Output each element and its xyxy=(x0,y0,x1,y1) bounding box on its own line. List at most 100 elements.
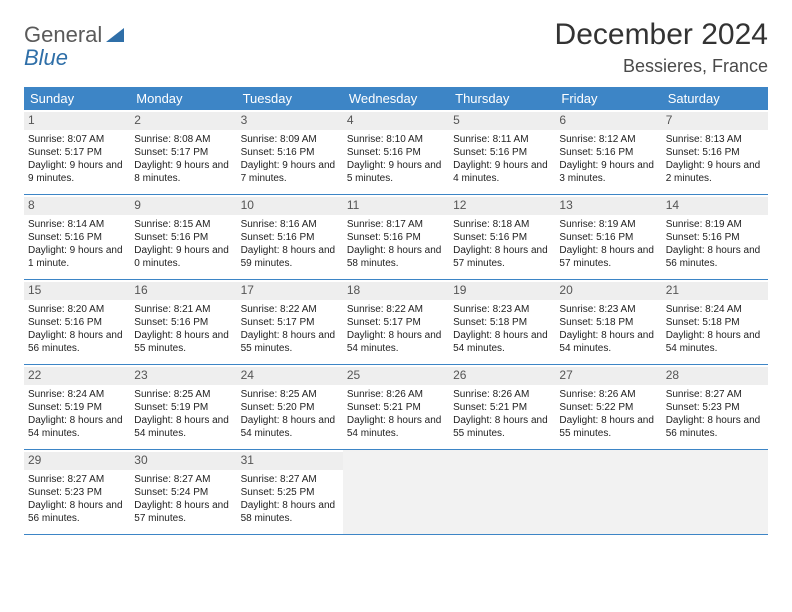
sunset-line: Sunset: 5:16 PM xyxy=(666,231,764,244)
sunrise-line: Sunrise: 8:12 AM xyxy=(559,133,657,146)
dow-cell: Thursday xyxy=(449,87,555,110)
day-number: 15 xyxy=(24,282,130,300)
sunrise-line: Sunrise: 8:08 AM xyxy=(134,133,232,146)
day-number: 22 xyxy=(24,367,130,385)
day-number: 31 xyxy=(237,452,343,470)
sunrise-line: Sunrise: 8:15 AM xyxy=(134,218,232,231)
day-cell: 26Sunrise: 8:26 AMSunset: 5:21 PMDayligh… xyxy=(449,365,555,449)
day-body: Sunrise: 8:25 AMSunset: 5:20 PMDaylight:… xyxy=(241,388,339,440)
day-cell: 8Sunrise: 8:14 AMSunset: 5:16 PMDaylight… xyxy=(24,195,130,279)
day-number: 13 xyxy=(555,197,661,215)
day-body: Sunrise: 8:13 AMSunset: 5:16 PMDaylight:… xyxy=(666,133,764,185)
day-body: Sunrise: 8:24 AMSunset: 5:19 PMDaylight:… xyxy=(28,388,126,440)
day-cell: 2 Sunrise: 8:08 AMSunset: 5:17 PMDaylight… xyxy=(130,110,236,194)
sunset-line: Sunset: 5:17 PM xyxy=(28,146,126,159)
day-cell-blank xyxy=(662,450,768,534)
daylight-line: Daylight: 9 hours and 3 minutes. xyxy=(559,159,657,185)
day-body: Sunrise: 8:26 AMSunset: 5:22 PMDaylight:… xyxy=(559,388,657,440)
day-body: Sunrise: 8:09 AMSunset: 5:16 PMDaylight:… xyxy=(241,133,339,185)
week-row: 8Sunrise: 8:14 AMSunset: 5:16 PMDaylight… xyxy=(24,195,768,280)
daylight-line: Daylight: 8 hours and 57 minutes. xyxy=(134,499,232,525)
day-number: 29 xyxy=(24,452,130,470)
daylight-line: Daylight: 9 hours and 0 minutes. xyxy=(134,244,232,270)
sunset-line: Sunset: 5:16 PM xyxy=(559,146,657,159)
sunrise-line: Sunrise: 8:23 AM xyxy=(559,303,657,316)
sunset-line: Sunset: 5:16 PM xyxy=(134,316,232,329)
day-body: Sunrise: 8:15 AMSunset: 5:16 PMDaylight:… xyxy=(134,218,232,270)
daylight-line: Daylight: 8 hours and 59 minutes. xyxy=(241,244,339,270)
day-number: 11 xyxy=(343,197,449,215)
logo: General Blue xyxy=(24,18,124,70)
daylight-line: Daylight: 8 hours and 56 minutes. xyxy=(666,414,764,440)
daylight-line: Daylight: 8 hours and 54 minutes. xyxy=(666,329,764,355)
day-cell: 20 Sunrise: 8:23 AMSunset: 5:18 PMDayligh… xyxy=(555,280,661,364)
day-body: Sunrise: 8:11 AMSunset: 5:16 PMDaylight:… xyxy=(453,133,551,185)
day-body: Sunrise: 8:23 AMSunset: 5:18 PMDaylight:… xyxy=(559,303,657,355)
sunset-line: Sunset: 5:18 PM xyxy=(453,316,551,329)
sunrise-line: Sunrise: 8:24 AM xyxy=(666,303,764,316)
sunset-line: Sunset: 5:16 PM xyxy=(28,231,126,244)
day-cell: 16Sunrise: 8:21 AMSunset: 5:16 PMDayligh… xyxy=(130,280,236,364)
day-number: 23 xyxy=(130,367,236,385)
day-cell: 28Sunrise: 8:27 AMSunset: 5:23 PMDayligh… xyxy=(662,365,768,449)
sunset-line: Sunset: 5:23 PM xyxy=(666,401,764,414)
week-row: 22 Sunrise: 8:24 AMSunset: 5:19 PMDayligh… xyxy=(24,365,768,450)
day-number: 2 xyxy=(130,112,236,130)
day-cell: 30Sunrise: 8:27 AMSunset: 5:24 PMDayligh… xyxy=(130,450,236,534)
daylight-line: Daylight: 8 hours and 57 minutes. xyxy=(453,244,551,270)
daylight-line: Daylight: 8 hours and 54 minutes. xyxy=(453,329,551,355)
sunrise-line: Sunrise: 8:13 AM xyxy=(666,133,764,146)
daylight-line: Daylight: 8 hours and 54 minutes. xyxy=(28,414,126,440)
day-body: Sunrise: 8:27 AMSunset: 5:24 PMDaylight:… xyxy=(134,473,232,525)
day-body: Sunrise: 8:18 AMSunset: 5:16 PMDaylight:… xyxy=(453,218,551,270)
sunrise-line: Sunrise: 8:07 AM xyxy=(28,133,126,146)
day-cell: 11Sunrise: 8:17 AMSunset: 5:16 PMDayligh… xyxy=(343,195,449,279)
day-cell: 3Sunrise: 8:09 AMSunset: 5:16 PMDaylight… xyxy=(237,110,343,194)
daylight-line: Daylight: 9 hours and 8 minutes. xyxy=(134,159,232,185)
day-number: 20 xyxy=(555,282,661,300)
sunset-line: Sunset: 5:16 PM xyxy=(666,146,764,159)
sunset-line: Sunset: 5:21 PM xyxy=(453,401,551,414)
dow-cell: Friday xyxy=(555,87,661,110)
day-number: 18 xyxy=(343,282,449,300)
day-number: 24 xyxy=(237,367,343,385)
day-body: Sunrise: 8:07 AMSunset: 5:17 PMDaylight:… xyxy=(28,133,126,185)
sunrise-line: Sunrise: 8:27 AM xyxy=(241,473,339,486)
day-cell: 6Sunrise: 8:12 AMSunset: 5:16 PMDaylight… xyxy=(555,110,661,194)
sunrise-line: Sunrise: 8:27 AM xyxy=(666,388,764,401)
dow-cell: Monday xyxy=(130,87,236,110)
day-body: Sunrise: 8:27 AMSunset: 5:25 PMDaylight:… xyxy=(241,473,339,525)
day-cell: 29Sunrise: 8:27 AMSunset: 5:23 PMDayligh… xyxy=(24,450,130,534)
sunrise-line: Sunrise: 8:16 AM xyxy=(241,218,339,231)
header: General Blue December 2024 Bessieres, Fr… xyxy=(24,18,768,77)
day-body: Sunrise: 8:27 AMSunset: 5:23 PMDaylight:… xyxy=(666,388,764,440)
sunrise-line: Sunrise: 8:20 AM xyxy=(28,303,126,316)
sunset-line: Sunset: 5:19 PM xyxy=(28,401,126,414)
day-body: Sunrise: 8:08 AMSunset: 5:17 PMDaylight:… xyxy=(134,133,232,185)
sunset-line: Sunset: 5:16 PM xyxy=(453,231,551,244)
daylight-line: Daylight: 8 hours and 58 minutes. xyxy=(241,499,339,525)
sunrise-line: Sunrise: 8:19 AM xyxy=(666,218,764,231)
sunset-line: Sunset: 5:17 PM xyxy=(134,146,232,159)
daylight-line: Daylight: 8 hours and 56 minutes. xyxy=(28,329,126,355)
sunset-line: Sunset: 5:23 PM xyxy=(28,486,126,499)
sunset-line: Sunset: 5:16 PM xyxy=(347,231,445,244)
daylight-line: Daylight: 8 hours and 54 minutes. xyxy=(134,414,232,440)
dow-cell: Sunday xyxy=(24,87,130,110)
day-body: Sunrise: 8:23 AMSunset: 5:18 PMDaylight:… xyxy=(453,303,551,355)
sunset-line: Sunset: 5:17 PM xyxy=(241,316,339,329)
dow-cell: Saturday xyxy=(662,87,768,110)
day-number: 21 xyxy=(662,282,768,300)
day-number: 16 xyxy=(130,282,236,300)
day-number: 27 xyxy=(555,367,661,385)
day-body: Sunrise: 8:14 AMSunset: 5:16 PMDaylight:… xyxy=(28,218,126,270)
day-cell: 22 Sunrise: 8:24 AMSunset: 5:19 PMDayligh… xyxy=(24,365,130,449)
day-cell: 21Sunrise: 8:24 AMSunset: 5:18 PMDayligh… xyxy=(662,280,768,364)
day-cell: 4Sunrise: 8:10 AMSunset: 5:16 PMDaylight… xyxy=(343,110,449,194)
daylight-line: Daylight: 9 hours and 1 minute. xyxy=(28,244,126,270)
day-body: Sunrise: 8:10 AMSunset: 5:16 PMDaylight:… xyxy=(347,133,445,185)
day-cell: 12Sunrise: 8:18 AMSunset: 5:16 PMDayligh… xyxy=(449,195,555,279)
sunrise-line: Sunrise: 8:10 AM xyxy=(347,133,445,146)
day-cell: 18Sunrise: 8:22 AMSunset: 5:17 PMDayligh… xyxy=(343,280,449,364)
calendar: SundayMondayTuesdayWednesdayThursdayFrid… xyxy=(24,87,768,535)
